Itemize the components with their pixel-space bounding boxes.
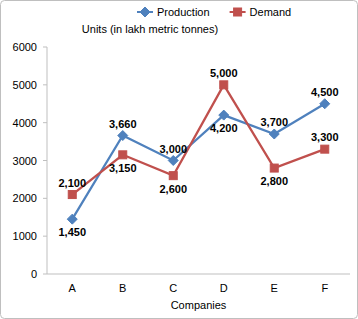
point [168,156,178,166]
data-label: 3,700 [260,116,288,128]
legend-label: Demand [250,6,292,18]
data-label: 4,500 [311,86,339,98]
point [269,129,279,139]
chart: 0 1000 2000 3000 4000 5000 6000 A B C D E F Units (in… [0,0,358,319]
y-tick-label: 3000 [13,155,37,167]
point [169,172,177,180]
point [320,99,330,109]
data-label: 5,000 [210,67,238,79]
point [119,151,127,159]
point [220,81,228,89]
point [270,164,278,172]
x-tick-label: F [321,282,328,294]
y-tick-label: 1000 [13,230,37,242]
point [67,214,77,224]
series-line [72,104,325,219]
x-tick-label: B [119,282,126,294]
legend-label: Production [157,6,210,18]
data-label: 2,100 [58,177,86,189]
data-label: 1,450 [58,226,86,238]
x-tick-label: D [220,282,228,294]
data-label: 3,150 [109,162,137,174]
y-tick-label: 5000 [13,79,37,91]
data-label: 3,660 [109,118,137,130]
y-tick-label: 2000 [13,192,37,204]
legend-marker [140,7,150,17]
x-tick-label: C [169,282,177,294]
y-tick [43,274,47,275]
chart-border [1,1,358,319]
y-tick [43,122,47,123]
data-label: 2,800 [260,175,288,187]
series-line [72,85,325,195]
x-axis-label: Companies [171,299,227,311]
point [118,131,128,141]
data-label: 3,000 [159,143,187,155]
plot-marks [67,81,330,224]
point [219,110,229,120]
y-tick [43,198,47,199]
point [68,191,76,199]
y-tick-label: 6000 [13,41,37,53]
x-axis-line [47,274,350,275]
y-tick [43,47,47,48]
data-label: 4,200 [210,122,238,134]
y-tick [43,160,47,161]
x-tick-label: A [69,282,77,294]
y-tick-label: 0 [31,268,37,280]
y-tick-label: 4000 [13,117,37,129]
data-label: 3,300 [311,131,339,143]
y-tick [43,84,47,85]
data-label: 2,600 [159,183,187,195]
legend-marker [234,8,242,16]
x-tick-label: E [271,282,278,294]
y-tick [43,236,47,237]
point [321,145,329,153]
y-axis-label: Units (in lakh metric tonnes) [82,23,218,35]
